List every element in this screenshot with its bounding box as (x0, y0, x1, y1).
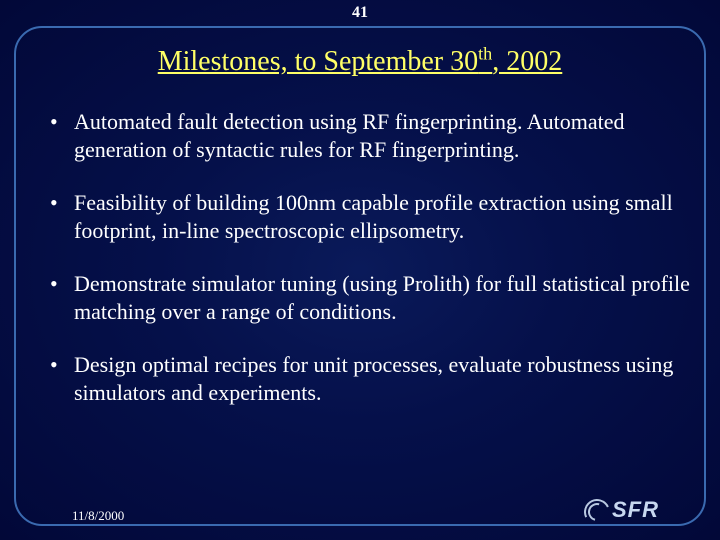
bullet-item: Feasibility of building 100nm capable pr… (46, 189, 690, 244)
title-suffix: , 2002 (492, 46, 562, 77)
slide-date: 11/8/2000 (72, 508, 124, 524)
bullet-item: Design optimal recipes for unit processe… (46, 351, 690, 406)
bullet-item: Automated fault detection using RF finge… (46, 108, 690, 163)
bullet-item: Demonstrate simulator tuning (using Prol… (46, 270, 690, 325)
logo: SFR (582, 494, 672, 526)
page-number: 41 (0, 0, 720, 22)
title-prefix: Milestones, to September 30 (158, 46, 478, 77)
logo-text: SFR (612, 497, 659, 523)
title-superscript: th (478, 44, 492, 64)
slide-title: Milestones, to September 30th, 2002 (0, 44, 720, 78)
bullet-list: Automated fault detection using RF finge… (46, 108, 690, 432)
logo-swirl-icon (582, 497, 608, 523)
